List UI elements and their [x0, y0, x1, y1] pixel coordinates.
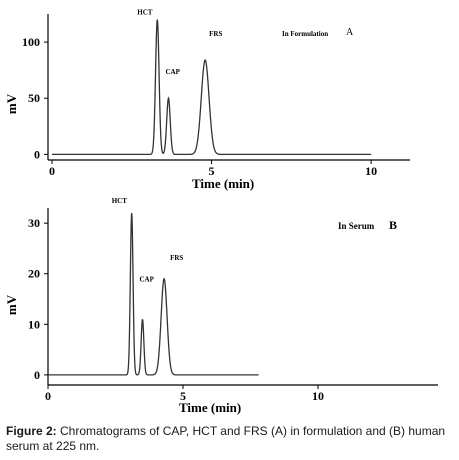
figure-caption: Figure 2: Chromatograms of CAP, HCT and …: [6, 424, 456, 454]
x-tick-label: 0: [45, 389, 51, 403]
caption-text: Chromatograms of CAP, HCT and FRS (A) in…: [6, 424, 446, 453]
y-tick-label: 50: [28, 91, 40, 105]
x-tick-label: 5: [209, 164, 215, 178]
ticks-b: 0 5 10 0 10 20 30: [28, 216, 324, 403]
peak-label-frs: FRS: [209, 30, 222, 38]
peak-labels-b: HCT CAP FRS: [112, 197, 184, 283]
panel-b-letter: B: [389, 218, 397, 232]
y-tick-label: 20: [28, 267, 40, 281]
x-tick-label: 5: [180, 389, 186, 403]
panel-a-annotation: In Formulation: [282, 30, 328, 38]
y-tick-label: 30: [28, 216, 40, 230]
peak-label-hct: HCT: [112, 197, 128, 205]
y-axis-title-a: mV: [4, 93, 19, 114]
x-axis-title-a: Time (min): [192, 176, 254, 191]
panel-a-letter: A: [346, 27, 354, 38]
peak-labels-a: HCT CAP FRS: [137, 9, 222, 77]
peak-label-hct: HCT: [137, 9, 153, 17]
x-tick-label: 10: [365, 164, 377, 178]
trace-a: [52, 19, 372, 156]
y-tick-label: 0: [34, 368, 40, 382]
caption-label: Figure 2:: [6, 424, 57, 438]
x-tick-label: 0: [49, 164, 55, 178]
peak-label-frs: FRS: [170, 254, 183, 262]
y-tick-label: 10: [28, 317, 40, 331]
x-tick-label: 10: [312, 389, 324, 403]
y-axis-title-b: mV: [4, 294, 19, 315]
panel-b-annotation: In Serum: [338, 221, 375, 231]
x-axis-title-b: Time (min): [179, 400, 241, 415]
trace-b: [48, 213, 259, 376]
y-tick-label: 0: [34, 147, 40, 161]
peak-label-cap: CAP: [140, 275, 155, 283]
chromatogram-panel-b: 0 5 10 0 10 20 30 In Serum B Time (min) mV HCT…: [4, 197, 438, 415]
y-tick-label: 100: [22, 35, 40, 49]
peak-label-cap: CAP: [165, 68, 180, 76]
